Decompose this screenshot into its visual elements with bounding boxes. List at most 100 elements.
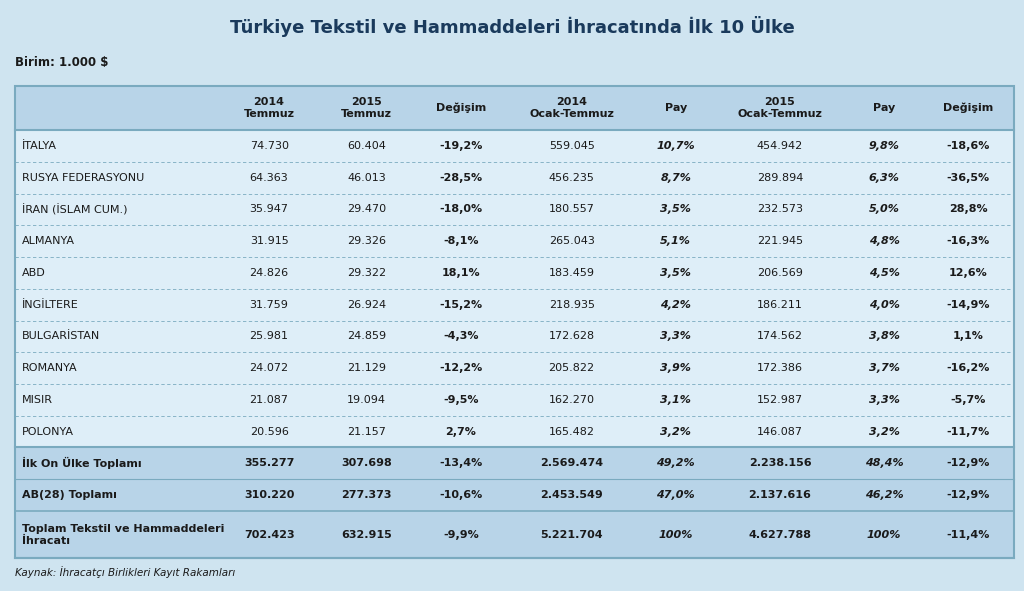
Bar [15,130,1014,162]
Text: 3,8%: 3,8% [868,332,899,342]
Text: 3,5%: 3,5% [660,268,691,278]
Bar [15,194,1014,225]
Text: 2015
Temmuz: 2015 Temmuz [341,97,392,119]
Text: İTALYA: İTALYA [22,141,56,151]
Text: ROMANYA: ROMANYA [22,363,77,373]
Text: 146.087: 146.087 [757,427,803,437]
Text: -9,5%: -9,5% [443,395,478,405]
Text: -12,9%: -12,9% [946,458,990,468]
Bar [15,384,1014,415]
Text: 172.386: 172.386 [757,363,803,373]
Text: 3,7%: 3,7% [868,363,899,373]
Text: 5,0%: 5,0% [868,204,899,215]
Text: 2,7%: 2,7% [445,427,476,437]
Text: -15,2%: -15,2% [439,300,482,310]
Text: 2.137.616: 2.137.616 [749,490,811,500]
Text: 49,2%: 49,2% [656,458,695,468]
Text: 4,8%: 4,8% [868,236,899,246]
Text: 3,2%: 3,2% [868,427,899,437]
Text: 289.894: 289.894 [757,173,803,183]
Text: 2014
Temmuz: 2014 Temmuz [244,97,295,119]
Text: İNGİLTERE: İNGİLTERE [22,300,78,310]
Bar [15,86,1014,558]
Bar [15,415,1014,447]
Text: 24.859: 24.859 [347,332,386,342]
Text: 1,1%: 1,1% [953,332,984,342]
Text: 2.569.474: 2.569.474 [540,458,603,468]
Text: 29.322: 29.322 [347,268,386,278]
Text: 355.277: 355.277 [244,458,294,468]
Text: Türkiye Tekstil ve Hammaddeleri İhracatında İlk 10 Ülke: Türkiye Tekstil ve Hammaddeleri İhracatı… [229,16,795,37]
Text: 2014
Ocak-Temmuz: 2014 Ocak-Temmuz [529,97,614,119]
Text: 206.569: 206.569 [757,268,803,278]
Text: 277.373: 277.373 [341,490,392,500]
Text: -10,6%: -10,6% [439,490,482,500]
Text: -5,7%: -5,7% [950,395,986,405]
Bar [15,289,1014,320]
Text: ALMANYA: ALMANYA [22,236,75,246]
Text: -16,2%: -16,2% [946,363,990,373]
Text: 24.072: 24.072 [250,363,289,373]
Text: 21.157: 21.157 [347,427,386,437]
Text: RUSYA FEDERASYONU: RUSYA FEDERASYONU [22,173,143,183]
Text: -4,3%: -4,3% [443,332,478,342]
Text: 46.013: 46.013 [347,173,386,183]
Text: 74.730: 74.730 [250,141,289,151]
Text: 5,1%: 5,1% [660,236,691,246]
Text: -9,9%: -9,9% [443,530,478,540]
Text: 25.981: 25.981 [250,332,289,342]
Text: -16,3%: -16,3% [947,236,990,246]
Text: 205.822: 205.822 [549,363,595,373]
Text: 9,8%: 9,8% [868,141,899,151]
Text: 29.470: 29.470 [347,204,386,215]
Text: -11,4%: -11,4% [946,530,990,540]
Text: 172.628: 172.628 [549,332,595,342]
Text: -13,4%: -13,4% [439,458,482,468]
Bar [15,257,1014,289]
Text: -18,6%: -18,6% [946,141,990,151]
Text: 26.924: 26.924 [347,300,386,310]
Text: -11,7%: -11,7% [947,427,990,437]
Text: 31.915: 31.915 [250,236,289,246]
Text: 28,8%: 28,8% [949,204,987,215]
Text: 3,3%: 3,3% [660,332,691,342]
Text: 4.627.788: 4.627.788 [749,530,811,540]
Text: Pay: Pay [665,103,687,113]
Text: İlk On Ülke Toplamı: İlk On Ülke Toplamı [22,457,141,469]
Text: 2.453.549: 2.453.549 [541,490,603,500]
Text: 46,2%: 46,2% [865,490,903,500]
Text: 47,0%: 47,0% [656,490,695,500]
Bar [15,320,1014,352]
Text: 31.759: 31.759 [250,300,289,310]
Text: -8,1%: -8,1% [443,236,478,246]
Bar [15,479,1014,511]
Text: 5.221.704: 5.221.704 [541,530,603,540]
Text: 162.270: 162.270 [549,395,595,405]
Bar [15,352,1014,384]
Text: 12,6%: 12,6% [949,268,988,278]
Text: 2.238.156: 2.238.156 [749,458,811,468]
Text: -19,2%: -19,2% [439,141,482,151]
Text: 20.596: 20.596 [250,427,289,437]
Text: MISIR: MISIR [22,395,52,405]
Text: 183.459: 183.459 [549,268,595,278]
Text: Değişim: Değişim [435,103,486,113]
Text: -12,9%: -12,9% [946,490,990,500]
Text: 174.562: 174.562 [757,332,803,342]
Text: -14,9%: -14,9% [946,300,990,310]
Text: 8,7%: 8,7% [660,173,691,183]
Text: 218.935: 218.935 [549,300,595,310]
Text: 21.129: 21.129 [347,363,386,373]
Bar [15,162,1014,194]
Text: 632.915: 632.915 [341,530,392,540]
Text: 29.326: 29.326 [347,236,386,246]
Text: Birim: 1.000 $: Birim: 1.000 $ [15,56,109,69]
Text: 35.947: 35.947 [250,204,289,215]
Text: Toplam Tekstil ve Hammaddeleri
İhracatı: Toplam Tekstil ve Hammaddeleri İhracatı [22,524,224,545]
Text: 307.698: 307.698 [341,458,392,468]
Text: -12,2%: -12,2% [439,363,482,373]
Text: 6,3%: 6,3% [868,173,899,183]
Text: 2015
Ocak-Temmuz: 2015 Ocak-Temmuz [737,97,822,119]
Text: 19.094: 19.094 [347,395,386,405]
Text: -28,5%: -28,5% [439,173,482,183]
